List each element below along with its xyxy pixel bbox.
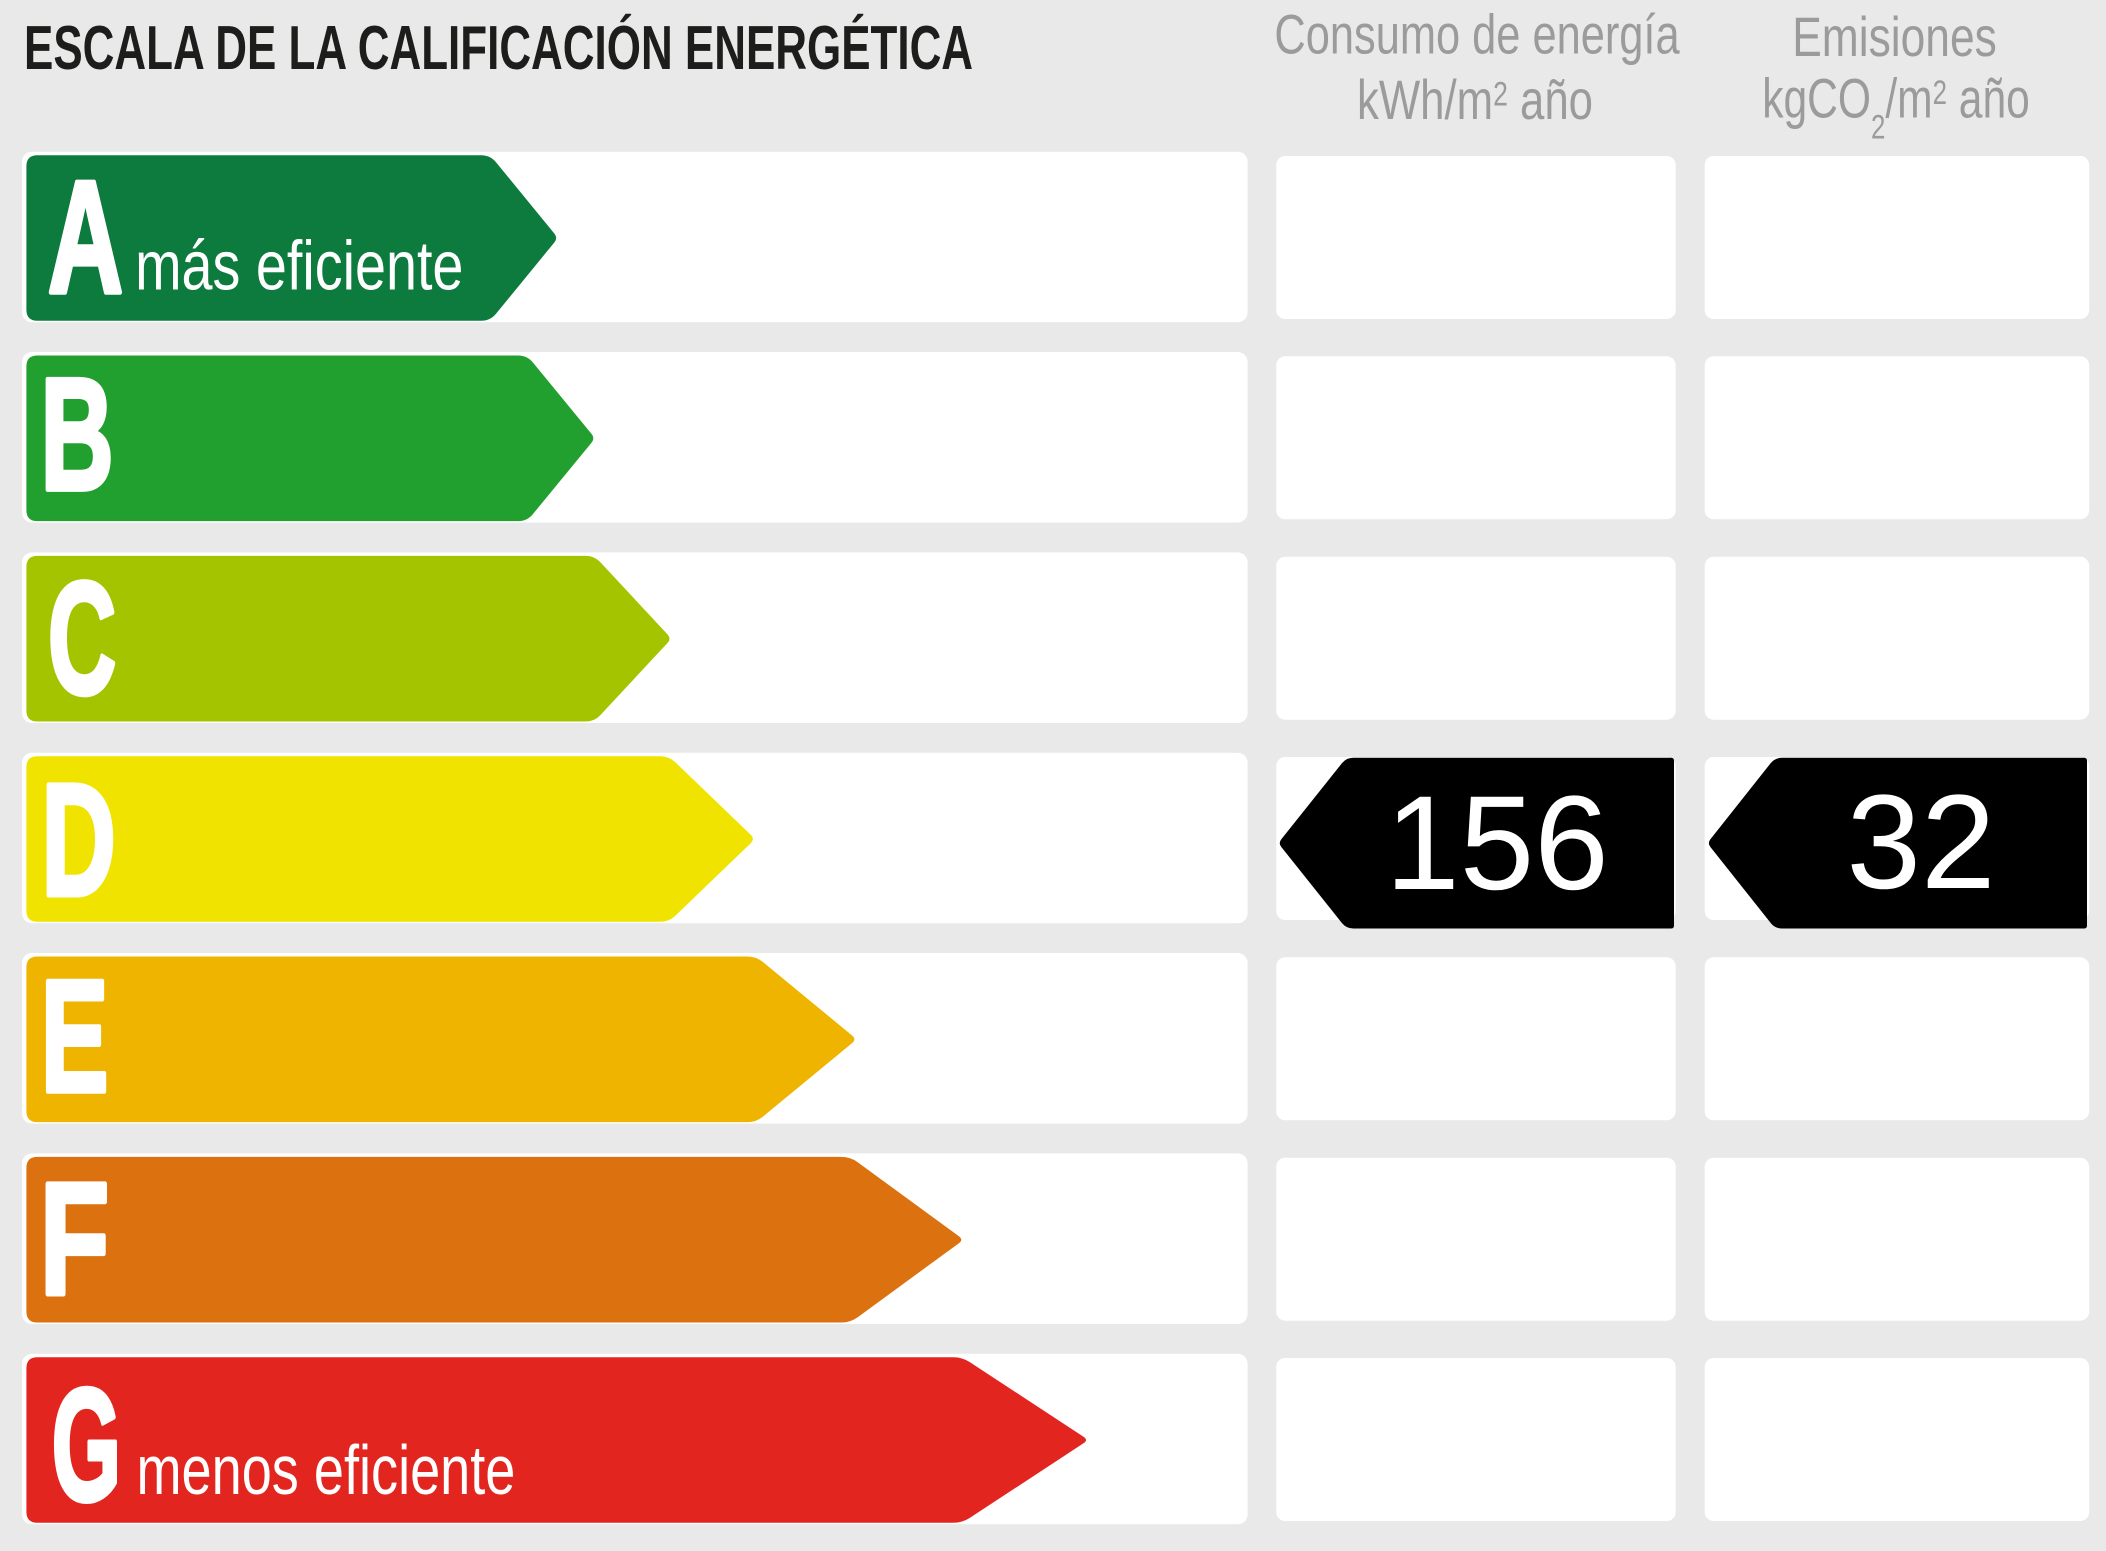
svg-text:kWh/m2 año: kWh/m2 año [1357, 69, 1593, 131]
svg-text:32: 32 [1846, 768, 1995, 917]
svg-text:156: 156 [1385, 769, 1609, 918]
svg-text:C: C [48, 548, 116, 727]
svg-text:D: D [41, 750, 116, 929]
svg-text:ESCALA DE LA CALIFICACIÓN ENER: ESCALA DE LA CALIFICACIÓN ENERGÉTICA [24, 14, 973, 83]
svg-text:Consumo de energía: Consumo de energía [1274, 3, 1679, 66]
svg-text:B: B [40, 346, 113, 524]
svg-text:E: E [41, 948, 109, 1126]
svg-text:menos eficiente: menos eficiente [137, 1433, 516, 1510]
svg-text:F: F [40, 1150, 110, 1328]
svg-text:Emisiones: Emisiones [1792, 5, 1997, 68]
svg-text:más eficiente: más eficiente [135, 228, 463, 305]
svg-text:A: A [48, 148, 123, 327]
svg-text:G: G [52, 1357, 121, 1535]
